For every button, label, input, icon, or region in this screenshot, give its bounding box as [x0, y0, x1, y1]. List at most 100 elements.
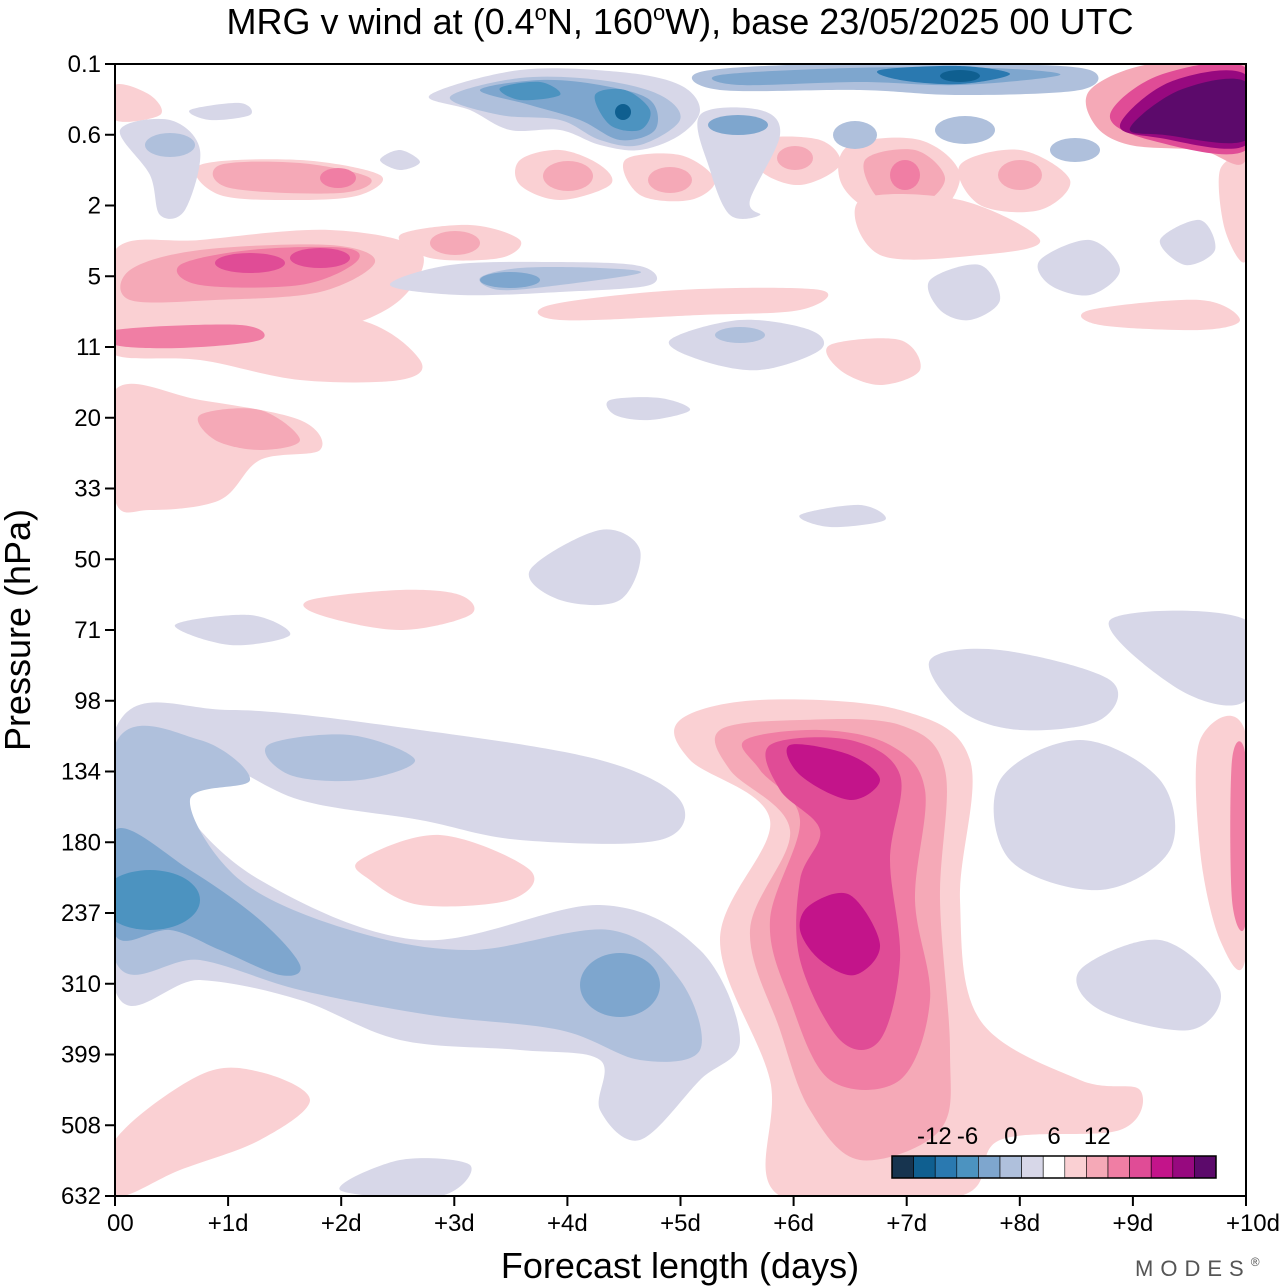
negative-region-l2 [115, 725, 702, 1062]
positive-region-l3 [1230, 741, 1246, 932]
positive-region-l3 [115, 324, 265, 349]
negative-region-l3 [480, 272, 540, 288]
x-tick-label: +6d [773, 1210, 814, 1237]
colorbar-swatch [1172, 1155, 1195, 1179]
colorbar: -12 -6 0 6 12 [891, 1123, 1217, 1179]
x-axis: 00 +1d +2d +3d +4d +5d +6d +7d +8d +9d +10d [107, 1196, 1280, 1237]
positive-region-l1 [355, 834, 535, 907]
colorbar-swatch [1129, 1155, 1152, 1179]
negative-region-l2 [833, 121, 877, 149]
colorbar-swatch [1194, 1155, 1217, 1179]
colorbar-label: 6 [1047, 1123, 1060, 1150]
colorbar-frame [891, 1155, 1217, 1179]
colorbar-swatch [1064, 1155, 1087, 1179]
positive-region-l2 [543, 161, 593, 191]
negative-region-l1 [606, 397, 691, 421]
x-tick-label: +4d [547, 1210, 588, 1237]
colorbar-label: -6 [957, 1123, 978, 1150]
x-tick-label: +9d [1113, 1210, 1154, 1237]
negative-region-l1 [1076, 939, 1221, 1031]
positive-core-l5 [799, 892, 881, 976]
y-tick-label: 632 [61, 1183, 101, 1210]
modes-logo: MODES® [1135, 1255, 1260, 1281]
positive-region-l4 [765, 737, 902, 1050]
positive-region-l3 [320, 168, 356, 188]
x-tick-label: +2d [321, 1210, 362, 1237]
negative-region-l1 [380, 149, 420, 171]
y-tick-label: 0.6 [68, 122, 101, 149]
colorbar-swatch [1042, 1155, 1066, 1179]
negative-region-l1 [528, 529, 641, 606]
positive-region-l2 [998, 160, 1042, 190]
negative-core-l6 [615, 104, 631, 120]
positive-region-l4 [290, 248, 350, 268]
y-tick-label: 71 [74, 617, 101, 644]
positive-region-l1 [115, 1067, 310, 1196]
y-tick-label: 5 [88, 263, 101, 290]
colorbar-swatch [913, 1155, 936, 1179]
y-tick-label: 98 [74, 688, 101, 715]
positive-region-l2 [777, 146, 813, 170]
positive-region-l3 [890, 160, 920, 190]
y-tick-label: 399 [61, 1042, 101, 1069]
negative-region-l3 [708, 115, 768, 135]
y-tick-label: 508 [61, 1112, 101, 1139]
negative-region-l1 [697, 107, 781, 219]
y-tick-label: 33 [74, 476, 101, 503]
negative-region-l1 [339, 1158, 472, 1196]
positive-core-l7 [1129, 78, 1246, 144]
negative-region-l1 [668, 319, 825, 371]
positive-region-l1 [303, 589, 475, 630]
positive-region-l2 [430, 231, 480, 255]
y-tick-label: 2 [88, 193, 101, 220]
y-tick-label: 310 [61, 971, 101, 998]
colorbar-swatch [1021, 1155, 1044, 1179]
x-tick-label: +8d [999, 1210, 1040, 1237]
positive-region-l1 [115, 84, 162, 122]
positive-core-l5 [786, 744, 880, 801]
x-tick-label: +1d [208, 1210, 249, 1237]
negative-core-l4 [115, 870, 200, 930]
y-axis: 0.1 0.6 2 5 11 20 33 50 71 98 134 180 237 310 399 508 63… [61, 51, 115, 1210]
y-tick-label: 0.1 [68, 51, 101, 78]
colorbar-label: -12 [917, 1123, 952, 1150]
negative-region-l2 [264, 734, 416, 782]
negative-region-l4 [499, 81, 561, 101]
x-axis-label: Forecast length (days) [501, 1245, 859, 1286]
colorbar-swatch [1150, 1155, 1174, 1179]
colorbar-swatch [978, 1155, 1001, 1179]
negative-region-l2 [935, 116, 995, 144]
negative-region-l2 [715, 327, 765, 343]
negative-region-l2 [1050, 138, 1100, 162]
negative-region-l1 [928, 648, 1119, 731]
x-tick-label: +7d [886, 1210, 927, 1237]
negative-region-l1 [174, 614, 291, 646]
positive-region-l1 [537, 287, 829, 321]
colorbar-swatch [891, 1155, 914, 1179]
positive-region-l1 [854, 194, 1041, 260]
negative-region-l2 [145, 133, 195, 157]
positive-region-l4 [215, 253, 285, 273]
negative-region-l1 [1108, 610, 1246, 706]
negative-region-l1 [927, 264, 1001, 321]
chart-title: MRG v wind at (0.4oN, 160oW), base 23/05… [227, 0, 1134, 42]
negative-region-l3 [580, 953, 660, 1017]
contour-fields [115, 64, 1246, 1196]
x-tick-label: 00 [107, 1210, 134, 1237]
colorbar-swatch [1107, 1155, 1130, 1179]
positive-region-l2 [197, 408, 300, 450]
y-tick-label: 11 [76, 334, 101, 361]
y-tick-label: 180 [61, 829, 101, 856]
colorbar-swatch [999, 1155, 1022, 1179]
positive-region-l2 [648, 167, 692, 193]
colorbar-swatch [1086, 1155, 1109, 1179]
colorbar-label: 12 [1084, 1123, 1111, 1150]
negative-region-l1 [1159, 219, 1216, 266]
colorbar-label: 0 [1004, 1123, 1017, 1150]
negative-region-l1 [189, 102, 252, 121]
positive-region-l1 [1218, 157, 1246, 263]
y-tick-label: 20 [74, 405, 101, 432]
positive-region-l1 [1081, 299, 1240, 331]
negative-region-l3 [115, 828, 301, 976]
